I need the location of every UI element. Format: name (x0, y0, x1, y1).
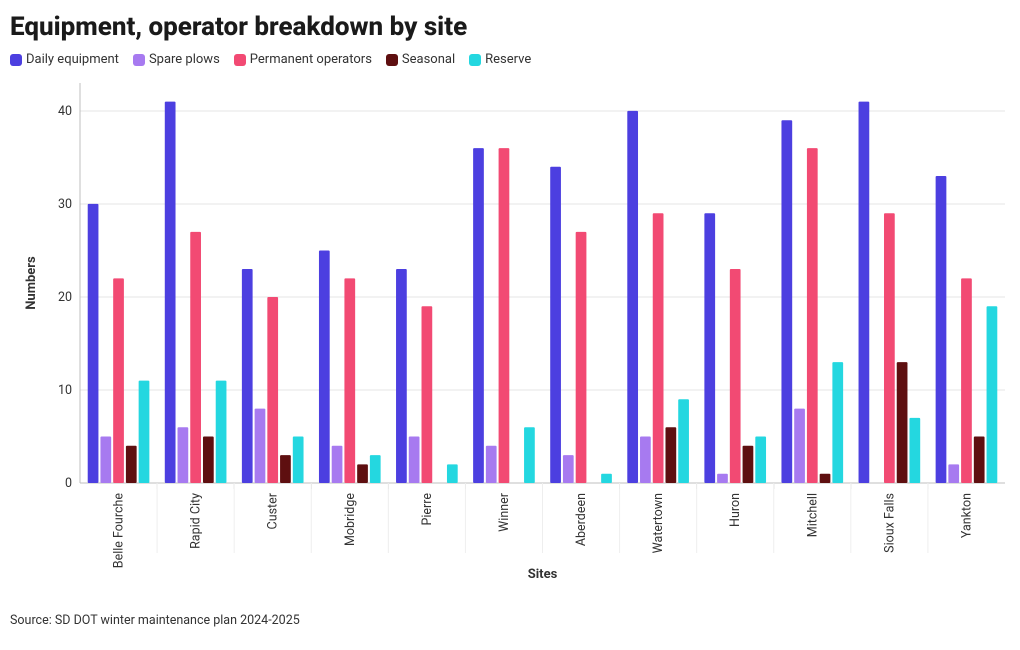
bar-chart: 0 10 20 30 40 Numbers Belle Fourche Rapid City C… (10, 73, 1010, 603)
x-tick-label: Yankton (959, 493, 974, 538)
bar (126, 446, 137, 483)
x-tick-label: Rapid City (189, 493, 204, 549)
bar (948, 464, 959, 483)
bar (974, 436, 985, 483)
bar (409, 436, 420, 483)
bar (139, 381, 150, 483)
bar (859, 102, 870, 483)
bar (486, 446, 497, 483)
bar (203, 436, 214, 483)
bar (653, 213, 664, 483)
bar (717, 474, 728, 483)
x-tick-label: Watertown (651, 493, 666, 553)
bar (255, 409, 266, 483)
bar (422, 306, 433, 483)
y-tick-label: 40 (58, 104, 72, 119)
bar (447, 464, 458, 483)
bar (280, 455, 291, 483)
legend: Daily equipment Spare plows Permanent oper… (10, 52, 1010, 67)
legend-swatch (10, 54, 22, 66)
bar (627, 111, 638, 483)
x-tick-label: Winner (497, 492, 512, 532)
bar (357, 464, 368, 483)
legend-swatch (234, 54, 246, 66)
legend-item: Daily equipment (10, 52, 119, 67)
bar (100, 436, 111, 483)
x-tick-label: Belle Fourche (112, 493, 127, 569)
bar (781, 120, 792, 483)
bar (178, 427, 189, 483)
bar (665, 427, 676, 483)
bar (832, 362, 843, 483)
chart-title: Equipment, operator breakdown by site (10, 12, 1010, 42)
x-tick-label: Aberdeen (574, 493, 589, 546)
x-tick-label: Mitchell (805, 493, 820, 537)
bar (473, 148, 484, 483)
legend-label: Reserve (485, 52, 531, 67)
bar (563, 455, 574, 483)
bar (165, 102, 176, 483)
bar (396, 269, 407, 483)
x-tick-label: Mobridge (343, 493, 358, 546)
bar (743, 446, 754, 483)
bar (319, 250, 330, 483)
source-text: Source: SD DOT winter maintenance plan 2… (10, 613, 1010, 628)
legend-swatch (469, 54, 481, 66)
bar (550, 167, 561, 483)
y-tick-label: 20 (58, 290, 72, 305)
bar (344, 278, 355, 483)
y-tick-label: 0 (65, 476, 72, 491)
bar (807, 148, 818, 483)
bar (576, 232, 587, 483)
bar (293, 436, 304, 483)
legend-swatch (133, 54, 145, 66)
bar (909, 418, 920, 483)
legend-label: Seasonal (402, 52, 455, 67)
y-axis-label: Numbers (24, 256, 39, 310)
y-tick-label: 10 (58, 383, 72, 398)
bar (820, 474, 831, 483)
bar (524, 427, 535, 483)
x-tick-label: Huron (728, 493, 743, 527)
bar (794, 409, 805, 483)
y-tick-label: 30 (58, 197, 72, 212)
x-tick-label: Custer (266, 492, 281, 529)
legend-label: Permanent operators (250, 52, 372, 67)
bar (499, 148, 510, 483)
bar (370, 455, 381, 483)
bar (242, 269, 253, 483)
x-axis-label: Sites (528, 567, 558, 582)
x-tick-label: Pierre (420, 493, 435, 526)
legend-item: Spare plows (133, 52, 220, 67)
bar (678, 399, 689, 483)
bar (987, 306, 998, 483)
bar (601, 474, 612, 483)
legend-label: Spare plows (149, 52, 220, 67)
bar (730, 269, 741, 483)
x-tick-label: Sioux Falls (882, 493, 897, 553)
legend-item: Seasonal (386, 52, 455, 67)
bar (190, 232, 201, 483)
bar (216, 381, 227, 483)
bar (755, 436, 766, 483)
bar (267, 297, 278, 483)
legend-item: Permanent operators (234, 52, 372, 67)
bar (704, 213, 715, 483)
chart-area: 0 10 20 30 40 Numbers Belle Fourche Rapid City C… (10, 73, 1010, 607)
bar (897, 362, 908, 483)
bar (961, 278, 972, 483)
bar (884, 213, 895, 483)
legend-swatch (386, 54, 398, 66)
bar (640, 436, 651, 483)
bar (332, 446, 343, 483)
legend-label: Daily equipment (26, 52, 119, 67)
legend-item: Reserve (469, 52, 531, 67)
bar (936, 176, 947, 483)
bar (88, 204, 99, 483)
bar (113, 278, 124, 483)
